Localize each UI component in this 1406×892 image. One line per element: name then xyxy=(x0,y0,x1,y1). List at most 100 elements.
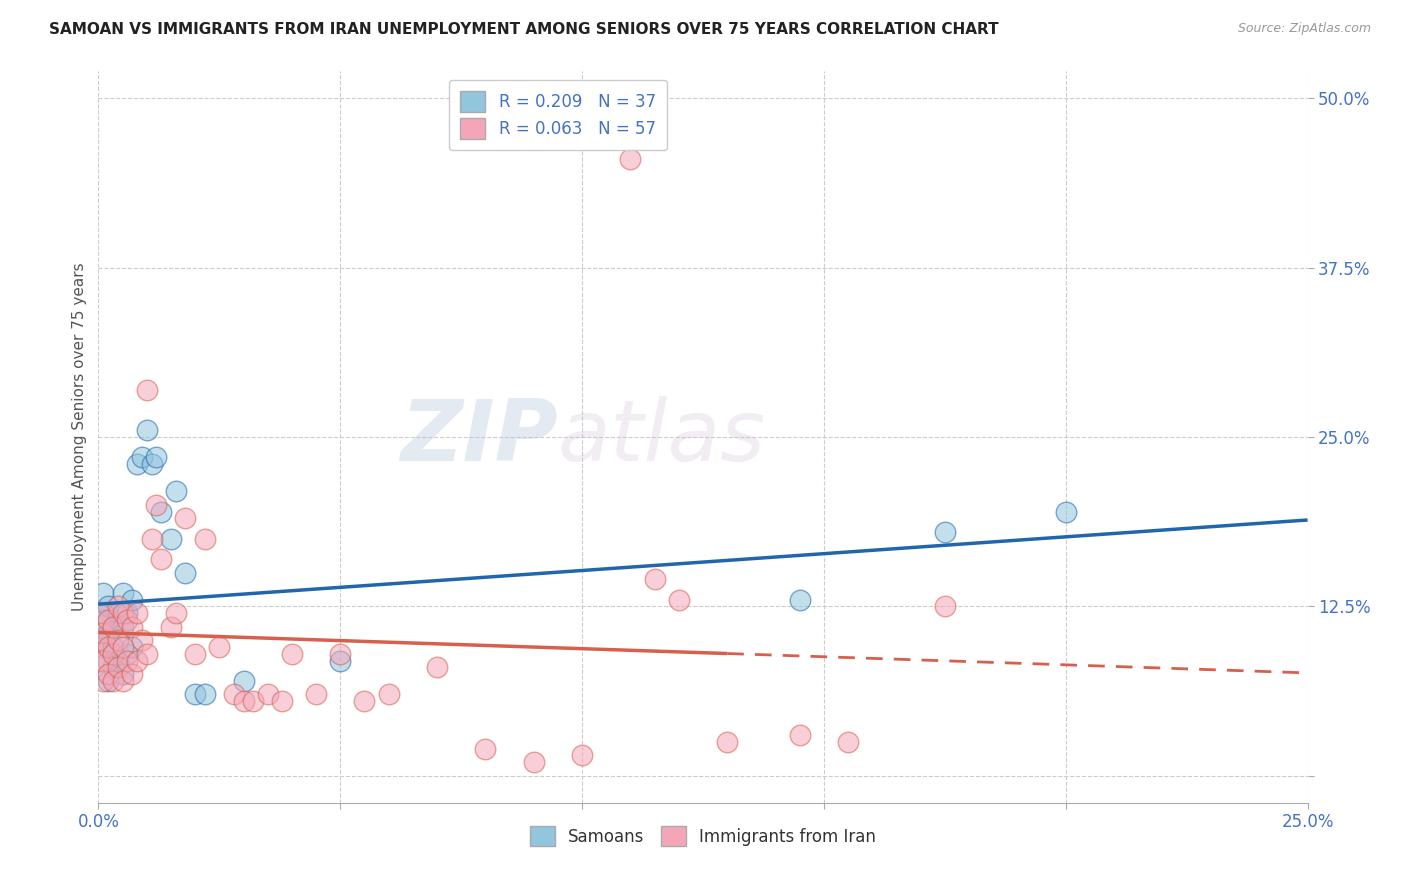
Point xyxy=(111,620,134,634)
Point xyxy=(121,592,143,607)
Point xyxy=(101,620,124,634)
Text: ZIP: ZIP xyxy=(401,395,558,479)
Point xyxy=(305,688,328,702)
Point xyxy=(256,688,278,702)
Point xyxy=(208,640,231,654)
Point xyxy=(271,694,294,708)
Point xyxy=(107,654,129,668)
Point xyxy=(523,755,546,769)
Point xyxy=(174,566,197,580)
Point xyxy=(117,606,139,620)
Point xyxy=(135,423,157,437)
Point xyxy=(107,660,129,674)
Point xyxy=(281,647,304,661)
Point xyxy=(353,694,375,708)
Point xyxy=(107,633,129,648)
Point xyxy=(329,647,352,661)
Point xyxy=(101,673,124,688)
Text: atlas: atlas xyxy=(558,395,766,479)
Point xyxy=(87,654,110,668)
Point xyxy=(160,620,183,634)
Point xyxy=(145,498,167,512)
Y-axis label: Unemployment Among Seniors over 75 years: Unemployment Among Seniors over 75 years xyxy=(72,263,87,611)
Point xyxy=(101,647,124,661)
Point xyxy=(135,383,157,397)
Point xyxy=(117,647,139,661)
Point xyxy=(97,599,120,614)
Point xyxy=(174,511,197,525)
Point xyxy=(619,153,641,167)
Point xyxy=(141,532,163,546)
Point xyxy=(934,599,956,614)
Point xyxy=(474,741,496,756)
Point xyxy=(145,450,167,465)
Point xyxy=(716,735,738,749)
Point xyxy=(91,613,114,627)
Point xyxy=(111,667,134,681)
Point xyxy=(91,640,114,654)
Point xyxy=(160,532,183,546)
Point xyxy=(91,626,114,640)
Point xyxy=(131,633,153,648)
Point xyxy=(644,572,666,586)
Point xyxy=(97,640,120,654)
Point xyxy=(668,592,690,607)
Point xyxy=(837,735,859,749)
Text: SAMOAN VS IMMIGRANTS FROM IRAN UNEMPLOYMENT AMONG SENIORS OVER 75 YEARS CORRELAT: SAMOAN VS IMMIGRANTS FROM IRAN UNEMPLOYM… xyxy=(49,22,998,37)
Point xyxy=(127,654,149,668)
Point xyxy=(91,606,114,620)
Point xyxy=(377,688,399,702)
Point xyxy=(117,654,139,668)
Point xyxy=(150,505,173,519)
Point xyxy=(127,606,149,620)
Point xyxy=(111,640,134,654)
Point xyxy=(194,688,217,702)
Point xyxy=(184,647,207,661)
Point xyxy=(97,667,120,681)
Point xyxy=(111,586,134,600)
Point xyxy=(194,532,217,546)
Point xyxy=(789,592,811,607)
Point xyxy=(97,626,120,640)
Point xyxy=(426,660,449,674)
Point xyxy=(101,660,124,674)
Point xyxy=(117,613,139,627)
Point xyxy=(150,552,173,566)
Point xyxy=(121,667,143,681)
Point xyxy=(107,606,129,620)
Point xyxy=(91,673,114,688)
Point xyxy=(127,457,149,471)
Point xyxy=(165,484,187,499)
Point xyxy=(97,673,120,688)
Point xyxy=(131,450,153,465)
Point xyxy=(111,606,134,620)
Point xyxy=(97,613,120,627)
Text: Source: ZipAtlas.com: Source: ZipAtlas.com xyxy=(1237,22,1371,36)
Point xyxy=(222,688,245,702)
Point xyxy=(101,620,124,634)
Point xyxy=(87,633,110,648)
Point xyxy=(184,688,207,702)
Point xyxy=(1054,505,1077,519)
Point xyxy=(111,673,134,688)
Point xyxy=(934,524,956,539)
Point xyxy=(121,640,143,654)
Point xyxy=(107,599,129,614)
Point xyxy=(87,606,110,620)
Point xyxy=(135,647,157,661)
Point xyxy=(165,606,187,620)
Point xyxy=(91,586,114,600)
Point xyxy=(101,640,124,654)
Legend: Samoans, Immigrants from Iran: Samoans, Immigrants from Iran xyxy=(523,820,883,853)
Point xyxy=(121,620,143,634)
Point xyxy=(789,728,811,742)
Point xyxy=(232,673,254,688)
Point xyxy=(329,654,352,668)
Point xyxy=(141,457,163,471)
Point xyxy=(91,654,114,668)
Point xyxy=(97,654,120,668)
Point xyxy=(571,748,593,763)
Point xyxy=(242,694,264,708)
Point xyxy=(232,694,254,708)
Point xyxy=(87,633,110,648)
